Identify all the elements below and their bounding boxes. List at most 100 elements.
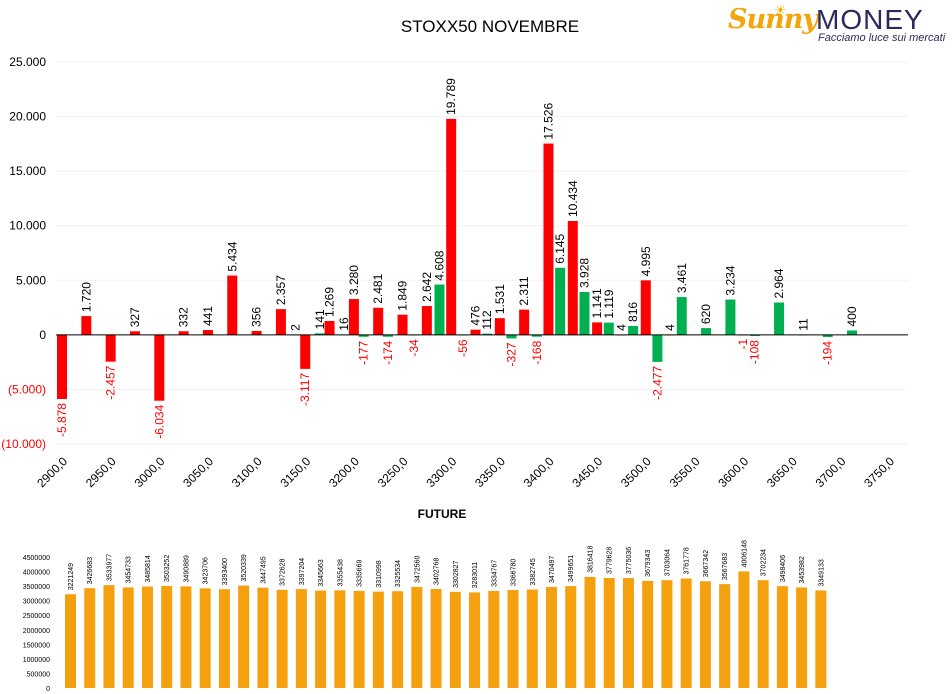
y-tick-label: 25.000 <box>9 55 46 69</box>
future-bar <box>295 589 307 688</box>
future-bar-label: 3349133 <box>818 559 825 586</box>
bar <box>482 333 493 335</box>
future-bar <box>584 576 596 688</box>
x-tick-label: 3400,0 <box>521 454 557 490</box>
future-bar-label: 3703064 <box>664 549 671 576</box>
future-bar <box>218 589 230 688</box>
future-bar-label: 3503252 <box>164 555 171 582</box>
future-bar-label: 3355438 <box>337 559 344 586</box>
future-bar <box>680 578 692 688</box>
future-y-tick-label: 500000 <box>27 671 50 678</box>
bar-data-label: 1.269 <box>323 287 337 317</box>
x-tick-label: 3650,0 <box>764 454 800 490</box>
future-bar-label: 3393400 <box>222 558 229 585</box>
bar-data-label: 2.642 <box>420 272 434 302</box>
future-bar-label: 3775036 <box>626 547 633 574</box>
bar <box>446 118 457 335</box>
future-y-tick-label: 3500000 <box>23 584 50 591</box>
y-tick-label: (10.000) <box>1 437 46 451</box>
bar-data-label: 816 <box>626 302 640 322</box>
future-bar-label: 3472560 <box>414 556 421 583</box>
bar-data-label: -327 <box>504 342 518 366</box>
bar-data-label: 400 <box>845 306 859 326</box>
bar <box>314 333 325 335</box>
future-bar <box>469 592 481 688</box>
bar-data-label: -194 <box>821 341 835 365</box>
future-bar-label: 3382745 <box>530 558 537 585</box>
future-bar-label: 3283011 <box>472 562 479 589</box>
future-bar-label: 3499651 <box>568 555 575 582</box>
bar-data-label: -6.034 <box>152 404 166 438</box>
future-bar <box>815 590 827 688</box>
bar-data-label: -2.457 <box>104 365 118 399</box>
bar <box>774 302 785 335</box>
future-bar-label: 3490889 <box>183 555 190 582</box>
logo-brand-money: MONEY <box>816 4 924 35</box>
bar-data-label: 3.234 <box>723 265 737 295</box>
future-bar-label: 3667342 <box>703 550 710 577</box>
bar <box>847 330 858 335</box>
future-bar <box>392 591 404 688</box>
future-bar-label: 3325534 <box>395 560 402 587</box>
bar <box>434 284 445 335</box>
future-bar-label: 3423706 <box>203 557 210 584</box>
future-bar-label: 3397204 <box>299 558 306 585</box>
future-bar <box>526 589 538 688</box>
future-bar-label: 3426683 <box>87 557 94 584</box>
bar-data-label: 1.141 <box>590 288 604 318</box>
future-y-tick-label: 1000000 <box>23 657 50 664</box>
future-bar <box>449 591 461 688</box>
future-bar <box>257 587 269 688</box>
bar-data-label: 19.789 <box>444 78 458 115</box>
future-bar-label: 3761778 <box>684 547 691 574</box>
future-bar <box>122 587 134 688</box>
future-bar <box>65 594 76 688</box>
bar-data-label: 4.608 <box>433 250 447 280</box>
future-bar <box>84 588 96 688</box>
future-bar-label: 3447495 <box>260 556 267 583</box>
future-bar-label: 3302827 <box>453 560 460 587</box>
future-bar-label: 3498406 <box>780 555 787 582</box>
bar <box>822 334 833 337</box>
y-tick-label: 20.000 <box>9 110 46 124</box>
future-y-tick-label: 2500000 <box>23 613 50 620</box>
bar <box>652 334 663 362</box>
bar-data-label: -5.878 <box>55 403 69 437</box>
bar <box>628 325 639 335</box>
x-tick-label: 2950,0 <box>83 454 119 490</box>
future-bar-label: 3221249 <box>68 563 75 590</box>
future-bar <box>199 588 211 688</box>
bar-data-label: 356 <box>250 307 264 327</box>
future-bar <box>372 591 384 688</box>
bar <box>555 267 566 335</box>
bar <box>603 322 614 335</box>
bar <box>57 334 67 400</box>
bar <box>749 334 760 337</box>
stoxx50-chart: STOXX50 NOVEMBRE25.00020.00015.00010.000… <box>1 17 908 490</box>
bar <box>567 220 578 335</box>
bar-data-label: 4 <box>614 324 628 331</box>
future-y-tick-label: 4000000 <box>23 570 50 577</box>
bar <box>397 314 408 335</box>
future-bar-label: 3345663 <box>318 559 325 586</box>
bar <box>519 309 530 335</box>
x-tick-label: 3750,0 <box>861 454 897 490</box>
future-bar-label: 3310998 <box>376 560 383 587</box>
bar-data-label: 10.434 <box>566 180 580 217</box>
future-bar-label: 3485814 <box>145 555 152 582</box>
x-tick-label: 3550,0 <box>667 454 703 490</box>
future-bar <box>180 586 192 688</box>
x-tick-label: 3450,0 <box>569 454 605 490</box>
bar-data-label: 441 <box>201 306 215 326</box>
future-bar-label: 3334767 <box>491 560 498 587</box>
future-bar-label: 3366780 <box>511 559 518 586</box>
future-bar <box>103 585 115 688</box>
bar <box>676 297 687 335</box>
future-y-tick-label: 4500000 <box>23 555 50 562</box>
bar-data-label: 4 <box>663 324 677 331</box>
future-bar-label: 3816418 <box>587 546 594 573</box>
future-bar <box>238 585 250 688</box>
future-bar-label: 4006148 <box>741 540 748 567</box>
bar-data-label: 141 <box>313 309 327 329</box>
bar <box>154 334 165 401</box>
